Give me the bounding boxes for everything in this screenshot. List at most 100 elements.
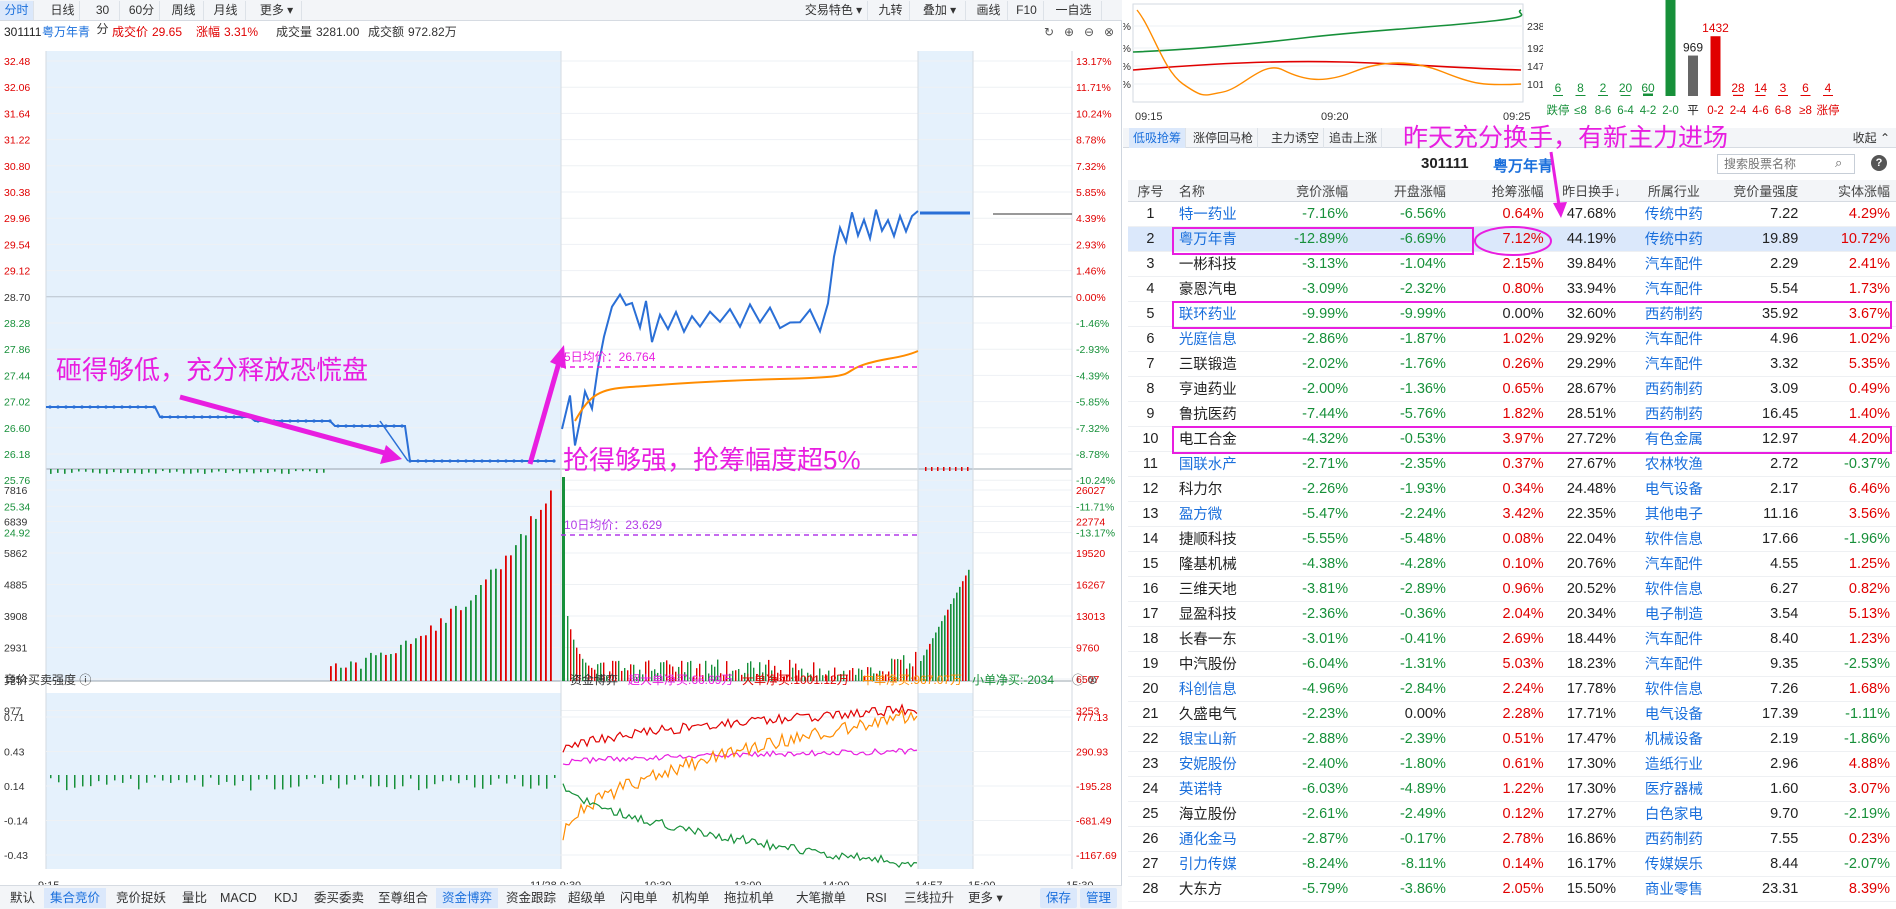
stock-name[interactable]: 一彬科技 — [1173, 251, 1257, 276]
toolbar-right-0[interactable]: 交易特色 ▾ — [800, 1, 868, 20]
industry[interactable]: 汽车配件 — [1633, 326, 1714, 351]
table-row[interactable]: 7 三联锻造 -2.02% -1.76% 0.26% 29.29% 汽车配件 3.32 5.35… — [1128, 351, 1896, 376]
indicator-tab-13[interactable]: 拖拉机单 — [718, 888, 780, 908]
table-row[interactable]: 21 久盛电气 -2.23% 0.00% 2.28% 17.71% 电气设备 17.39 -1.… — [1128, 701, 1896, 726]
collapse-button[interactable]: 收起 ⌃ — [1853, 128, 1890, 148]
table-row[interactable]: 8 亨迪药业 -2.00% -1.36% 0.65% 28.67% 西药制药 3.09 0.49… — [1128, 376, 1896, 401]
industry[interactable]: 电气设备 — [1633, 476, 1714, 501]
industry[interactable]: 商业零售 — [1633, 876, 1714, 901]
stock-name[interactable]: 盈方微 — [1173, 501, 1257, 526]
table-row[interactable]: 24 英诺特 -6.03% -4.89% 1.22% 17.30% 医疗器械 1.60 3.07… — [1128, 776, 1896, 801]
industry[interactable]: 汽车配件 — [1633, 626, 1714, 651]
industry[interactable]: 其他电子 — [1633, 501, 1714, 526]
industry[interactable]: 西药制药 — [1633, 826, 1714, 851]
stock-name[interactable]: 科创信息 — [1173, 676, 1257, 701]
refresh-icon[interactable]: ↻ — [1044, 22, 1054, 42]
industry[interactable]: 汽车配件 — [1633, 551, 1714, 576]
industry[interactable]: 电气设备 — [1633, 701, 1714, 726]
table-row[interactable]: 18 长春一东 -3.01% -0.41% 2.69% 18.44% 汽车配件 8.40 1.2… — [1128, 626, 1896, 651]
strategy-tab-1[interactable]: 涨停回马枪 — [1189, 128, 1258, 148]
bottom-action-1[interactable]: 管理 — [1080, 888, 1117, 908]
indicator-tab-3[interactable]: 量比 — [176, 888, 213, 908]
toolbar-tab-1[interactable]: 日线 — [46, 1, 80, 20]
table-row[interactable]: 2 粤万年青 -12.89% -6.69% 7.12% 44.19% 传统中药 19.89 10… — [1128, 226, 1896, 251]
stock-name[interactable]: 三联锻造 — [1173, 351, 1257, 376]
industry[interactable]: 传媒娱乐 — [1633, 851, 1714, 876]
industry[interactable]: 汽车配件 — [1633, 651, 1714, 676]
col-header-7[interactable]: 竞价量强度 — [1715, 180, 1805, 201]
strategy-tab-2[interactable]: 主力诱空 — [1267, 128, 1324, 148]
table-row[interactable]: 27 引力传媒 -8.24% -8.11% 0.14% 16.17% 传媒娱乐 8.44 -2.… — [1128, 851, 1896, 876]
stock-name[interactable]: 通化金马 — [1173, 826, 1257, 851]
toolbar-right-3[interactable]: 画线 — [970, 1, 1008, 20]
stock-name[interactable]: 海立股份 — [1173, 801, 1257, 826]
stock-name[interactable]: 豪恩汽电 — [1173, 276, 1257, 301]
stock-name[interactable]: 特一药业 — [1173, 201, 1257, 226]
toolbar-right-1[interactable]: 九转 — [872, 1, 910, 20]
table-row[interactable]: 3 一彬科技 -3.13% -1.04% 2.15% 39.84% 汽车配件 2.29 2.41… — [1128, 251, 1896, 276]
indicator-tab-9[interactable]: 资金跟踪 — [500, 888, 562, 908]
table-row[interactable]: 11 国联水产 -2.71% -2.35% 0.37% 27.67% 农林牧渔 2.72 -0.… — [1128, 451, 1896, 476]
col-header-5[interactable]: 昨日换手↓ — [1550, 180, 1634, 201]
stock-name[interactable]: 科力尔 — [1173, 476, 1257, 501]
indicator-tab-10[interactable]: 超级单 — [562, 888, 612, 908]
stock-name[interactable]: 银宝山新 — [1173, 726, 1257, 751]
table-row[interactable]: 19 中汽股份 -6.04% -1.31% 5.03% 18.23% 汽车配件 9.35 -2.… — [1128, 651, 1896, 676]
indicator-tab-2[interactable]: 竞价捉妖 — [110, 888, 172, 908]
industry[interactable]: 医疗器械 — [1633, 776, 1714, 801]
bottom-action-0[interactable]: 保存 — [1040, 888, 1077, 908]
table-row[interactable]: 14 捷顺科技 -5.55% -5.48% 0.08% 22.04% 软件信息 17.66 -1… — [1128, 526, 1896, 551]
indicator-tab-5[interactable]: KDJ — [268, 888, 304, 908]
table-row[interactable]: 22 银宝山新 -2.88% -2.39% 0.51% 17.47% 机械设备 2.19 -1.… — [1128, 726, 1896, 751]
table-row[interactable]: 28 大东方 -5.79% -3.86% 2.05% 15.50% 商业零售 23.31 8.3… — [1128, 876, 1896, 901]
industry[interactable]: 汽车配件 — [1633, 276, 1714, 301]
stock-name[interactable]: 英诺特 — [1173, 776, 1257, 801]
indicator-tab-12[interactable]: 机构单 — [666, 888, 716, 908]
industry[interactable]: 农林牧渔 — [1633, 451, 1714, 476]
industry[interactable]: 造纸行业 — [1633, 751, 1714, 776]
indicator-tab-7[interactable]: 至尊组合 — [372, 888, 434, 908]
search-icon[interactable]: ⌕ — [1835, 155, 1842, 171]
table-row[interactable]: 25 海立股份 -2.61% -2.49% 0.12% 17.27% 白色家电 9.70 -2.… — [1128, 801, 1896, 826]
table-row[interactable]: 4 豪恩汽电 -3.09% -2.32% 0.80% 33.94% 汽车配件 5.54 1.73… — [1128, 276, 1896, 301]
stock-name[interactable]: 安妮股份 — [1173, 751, 1257, 776]
stock-name[interactable]: 显盈科技 — [1173, 601, 1257, 626]
indicator-tab-16[interactable]: 三线拉升 — [898, 888, 960, 908]
stock-name[interactable]: 鲁抗医药 — [1173, 401, 1257, 426]
industry[interactable]: 汽车配件 — [1633, 351, 1714, 376]
strategy-tab-3[interactable]: 追击上涨 — [1325, 128, 1382, 148]
stock-name[interactable]: 光庭信息 — [1173, 326, 1257, 351]
zoom-out-icon[interactable]: ⊖ — [1084, 22, 1094, 42]
stock-name[interactable]: 国联水产 — [1173, 451, 1257, 476]
indicator-tab-8[interactable]: 资金博弈 — [436, 888, 498, 908]
industry[interactable]: 软件信息 — [1633, 576, 1714, 601]
table-row[interactable]: 9 鲁抗医药 -7.44% -5.76% 1.82% 28.51% 西药制药 16.45 1.4… — [1128, 401, 1896, 426]
toolbar-right-5[interactable]: 一自选 — [1046, 1, 1102, 20]
stock-name[interactable]: 引力传媒 — [1173, 851, 1257, 876]
stock-name[interactable]: 亨迪药业 — [1173, 376, 1257, 401]
table-row[interactable]: 12 科力尔 -2.26% -1.93% 0.34% 24.48% 电气设备 2.17 6.46… — [1128, 476, 1896, 501]
industry[interactable]: 有色金属 — [1633, 426, 1714, 451]
table-row[interactable]: 23 安妮股份 -2.40% -1.80% 0.61% 17.30% 造纸行业 2.96 4.8… — [1128, 751, 1896, 776]
stock-name[interactable]: 隆基机械 — [1173, 551, 1257, 576]
toolbar-right-2[interactable]: 叠加 ▾ — [914, 1, 966, 20]
industry[interactable]: 传统中药 — [1633, 226, 1714, 251]
industry[interactable]: 西药制药 — [1633, 401, 1714, 426]
strategy-tab-0[interactable]: 低吸抢筹 — [1129, 128, 1186, 148]
table-row[interactable]: 26 通化金马 -2.87% -0.17% 2.78% 16.86% 西药制药 7.55 0.2… — [1128, 826, 1896, 851]
indicator-tab-1[interactable]: 集合竞价 — [44, 888, 106, 908]
stock-name[interactable]: 长春一东 — [1173, 626, 1257, 651]
toolbar-tab-5[interactable]: 月线 — [206, 1, 246, 20]
table-row[interactable]: 17 显盈科技 -2.36% -0.36% 2.04% 20.34% 电子制造 3.54 5.1… — [1128, 601, 1896, 626]
toolbar-tab-2[interactable]: 30分 — [86, 1, 120, 20]
stock-name[interactable]: 联环药业 — [1173, 301, 1257, 326]
table-row[interactable]: 15 隆基机械 -4.38% -4.28% 0.10% 20.76% 汽车配件 4.55 1.2… — [1128, 551, 1896, 576]
table-row[interactable]: 1 特一药业 -7.16% -6.56% 0.64% 47.68% 传统中药 7.22 4.29… — [1128, 201, 1896, 226]
indicator-tab-0[interactable]: 默认 — [4, 888, 41, 908]
industry[interactable]: 软件信息 — [1633, 676, 1714, 701]
indicator-tab-4[interactable]: MACD — [214, 888, 263, 908]
col-header-3[interactable]: 开盘涨幅 — [1354, 180, 1452, 201]
table-row[interactable]: 10 电工合金 -4.32% -0.53% 3.97% 27.72% 有色金属 12.97 4.… — [1128, 426, 1896, 451]
indicator-tab-14[interactable]: 大笔撤单 — [790, 888, 852, 908]
table-row[interactable]: 5 联环药业 -9.99% -9.99% 0.00% 32.60% 西药制药 35.92 3.6… — [1128, 301, 1896, 326]
